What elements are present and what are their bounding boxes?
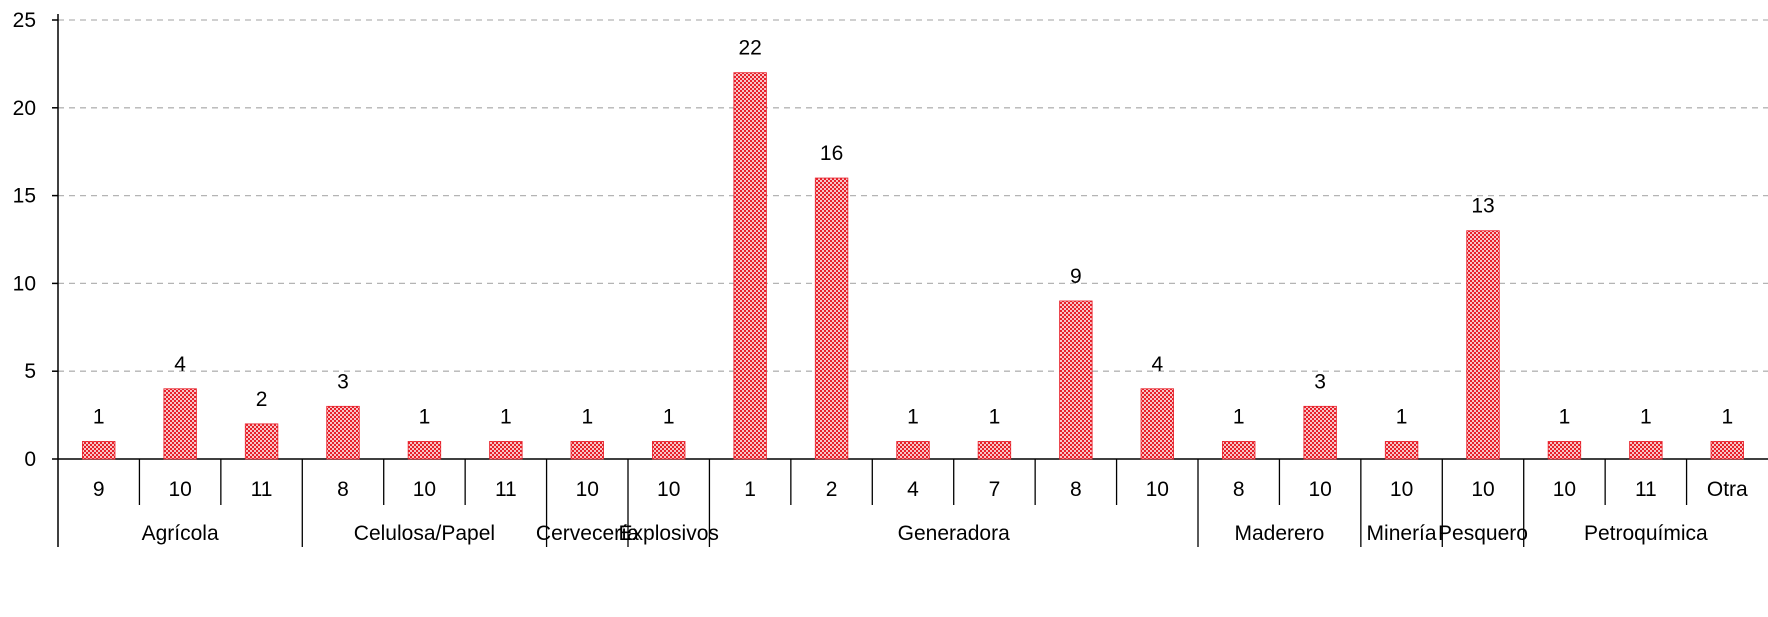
- bar: [1629, 441, 1663, 460]
- data-label: 1: [663, 405, 675, 428]
- bar: [407, 441, 442, 460]
- axes: [52, 14, 1768, 547]
- data-label: 1: [93, 405, 105, 428]
- x-group-label: Generadora: [898, 522, 1010, 545]
- data-label: 4: [174, 353, 186, 376]
- data-label: 1: [581, 405, 593, 428]
- x-category-label: 4: [907, 478, 919, 501]
- x-category-label: 8: [1070, 478, 1082, 501]
- x-category-label: 10: [1553, 478, 1576, 501]
- bar: [1140, 388, 1174, 460]
- x-category-label: 11: [1635, 478, 1657, 501]
- labels: 0510152025194102113811011111011022116214…: [13, 9, 1748, 545]
- bar: [977, 441, 1012, 460]
- y-tick-label: 5: [24, 360, 36, 383]
- data-label: 3: [1314, 370, 1326, 393]
- x-category-label: 10: [1308, 478, 1331, 501]
- bar: [896, 441, 930, 460]
- y-tick-label: 0: [24, 448, 36, 471]
- data-label: 1: [1559, 405, 1571, 428]
- x-group-label: Petroquímica: [1584, 522, 1708, 545]
- x-category-label: 9: [93, 478, 105, 501]
- x-group-label: Minería: [1367, 522, 1437, 545]
- bar: [1710, 441, 1744, 460]
- y-tick-label: 10: [13, 272, 36, 295]
- x-group-label: Agrícola: [142, 522, 219, 545]
- x-category-label: 8: [1233, 478, 1245, 501]
- bar: [733, 72, 767, 460]
- bar: [326, 405, 360, 460]
- data-label: 9: [1070, 265, 1082, 288]
- bar: [244, 423, 279, 460]
- x-group-label: Maderero: [1234, 522, 1324, 545]
- x-group-label: Explosivos: [619, 522, 719, 545]
- x-category-label: 1: [744, 478, 756, 501]
- data-label: 1: [500, 405, 512, 428]
- bar: [1547, 441, 1582, 460]
- bar: [1384, 441, 1419, 460]
- x-category-label: 10: [1471, 478, 1494, 501]
- data-label: 3: [337, 370, 349, 393]
- bar: [1222, 441, 1256, 460]
- bar: [1466, 230, 1500, 460]
- bar: [570, 441, 604, 460]
- x-category-label: 10: [1390, 478, 1413, 501]
- data-label: 1: [419, 405, 431, 428]
- x-category-label: 8: [337, 478, 349, 501]
- bar: [1303, 405, 1337, 460]
- bar: [82, 441, 116, 460]
- x-category-label: 10: [413, 478, 436, 501]
- x-category-label: 10: [1146, 478, 1169, 501]
- data-label: 1: [1721, 405, 1733, 428]
- y-tick-label: 20: [13, 97, 36, 120]
- data-label: 4: [1151, 353, 1163, 376]
- data-label: 22: [738, 37, 761, 60]
- x-group-label: Celulosa/Papel: [354, 522, 495, 545]
- bar: [489, 441, 523, 460]
- bar: [1059, 300, 1093, 460]
- x-category-label: 7: [989, 478, 1001, 501]
- bar: [652, 441, 686, 460]
- x-group-label: Cervecería: [536, 522, 639, 545]
- data-label: 1: [989, 405, 1001, 428]
- x-category-label: 10: [657, 478, 680, 501]
- x-category-label: 10: [576, 478, 599, 501]
- bars: [82, 72, 1744, 460]
- bar: [814, 177, 849, 460]
- gridlines: [58, 19, 1768, 372]
- y-tick-label: 15: [13, 185, 36, 208]
- data-label: 13: [1471, 195, 1494, 218]
- y-tick-label: 25: [13, 9, 36, 32]
- bar: [163, 388, 197, 460]
- data-label: 16: [820, 142, 843, 165]
- x-category-label: 11: [251, 478, 273, 501]
- x-category-label: 10: [168, 478, 191, 501]
- data-label: 1: [907, 405, 919, 428]
- data-label: 1: [1233, 405, 1245, 428]
- x-group-label: Pesquero: [1438, 522, 1528, 545]
- x-category-label: 11: [495, 478, 517, 501]
- data-label: 2: [256, 388, 268, 411]
- data-label: 1: [1640, 405, 1652, 428]
- x-category-label: Otra: [1707, 478, 1748, 501]
- x-category-label: 2: [826, 478, 838, 501]
- data-label: 1: [1396, 405, 1408, 428]
